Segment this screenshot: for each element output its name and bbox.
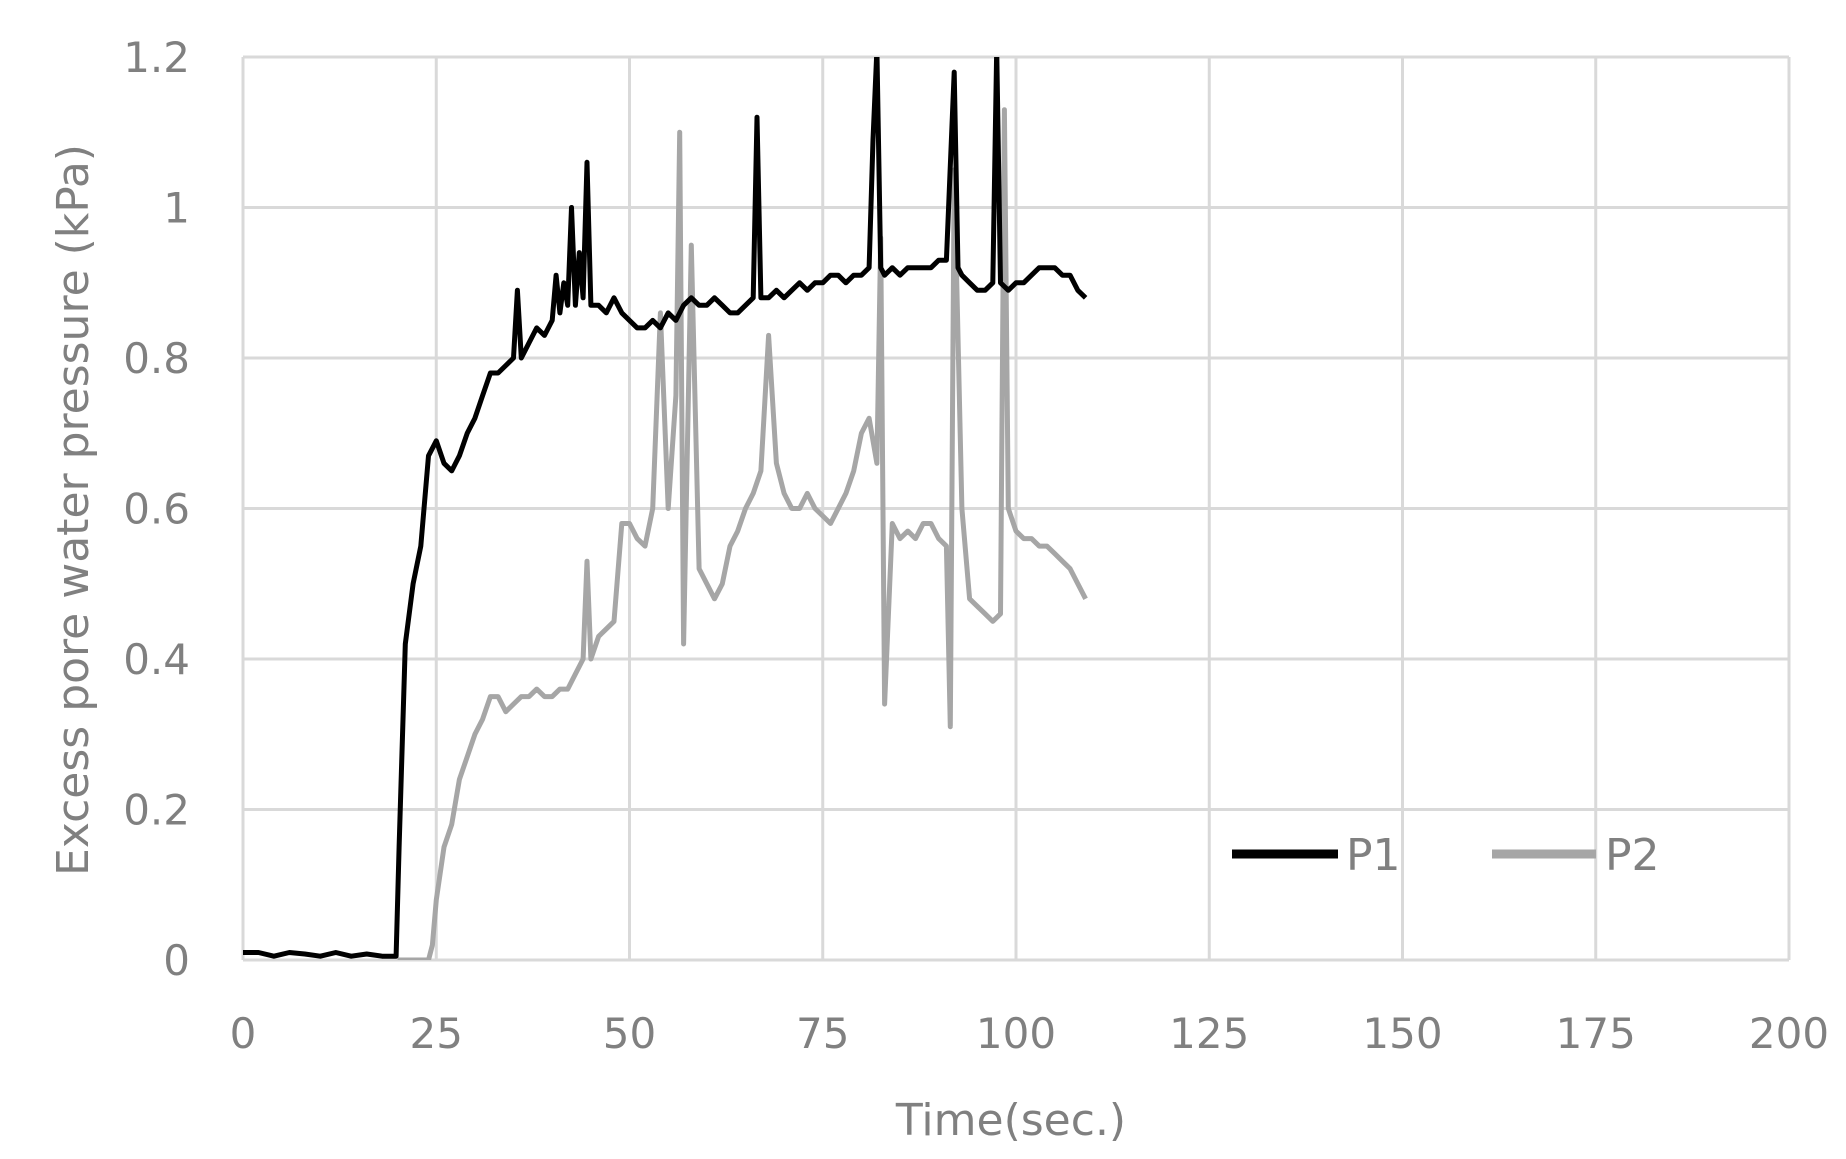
x-tick-label: 75 [796,1009,849,1058]
y-tick-label: 1 [163,184,190,233]
y-tick-label: 1.2 [123,33,190,82]
x-tick-label: 100 [976,1009,1056,1058]
legend: P1 P2 [1232,830,1660,881]
x-tick-label: 50 [603,1009,656,1058]
y-axis-title: Excess pore water pressure (kPa) [48,144,99,876]
x-tick-label: 200 [1749,1009,1829,1058]
y-axis-ticks: 0 0.2 0.4 0.6 0.8 1 1.2 [123,33,190,985]
series-line-p2 [397,107,1088,960]
series-layer [243,57,1088,960]
x-tick-label: 0 [230,1009,257,1058]
y-tick-label: 0.2 [123,786,190,835]
grid-lines [241,55,1791,962]
x-axis-ticks: 0 25 50 75 100 125 150 175 200 [230,1009,1829,1058]
y-tick-label: 0 [163,936,190,985]
x-tick-label: 150 [1362,1009,1442,1058]
legend-label-p2: P2 [1605,830,1660,881]
series-line-p1 [243,57,1088,959]
legend-label-p1: P1 [1346,830,1401,881]
y-tick-label: 0.4 [123,635,190,684]
x-tick-label: 125 [1169,1009,1249,1058]
y-tick-label: 0.8 [123,334,190,383]
y-tick-label: 0.6 [123,485,190,534]
x-tick-label: 25 [410,1009,463,1058]
x-axis-title: Time(sec.) [895,1095,1126,1146]
x-tick-label: 175 [1556,1009,1636,1058]
